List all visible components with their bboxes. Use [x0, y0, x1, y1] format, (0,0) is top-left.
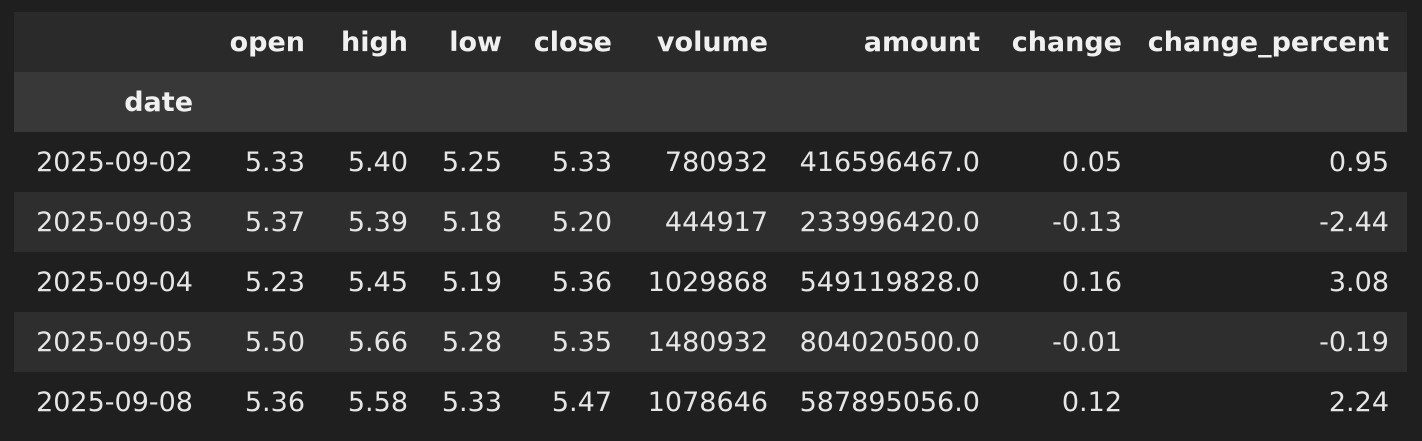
cell-amount: 587895056.0	[786, 372, 998, 432]
cell-change-percent: 0.95	[1140, 132, 1407, 192]
cell-open: 5.36	[211, 372, 323, 432]
column-header-row: open high low close volume amount change…	[14, 12, 1407, 72]
cell-close: 5.36	[520, 252, 630, 312]
cell-amount: 804020500.0	[786, 312, 998, 372]
cell-change: -0.01	[998, 312, 1140, 372]
cell-low: 5.19	[426, 252, 520, 312]
index-header-blank	[520, 72, 630, 132]
cell-volume: 780932	[630, 132, 786, 192]
index-header-blank	[630, 72, 786, 132]
cell-change-percent: 2.24	[1140, 372, 1407, 432]
table-row: 2025-09-04 5.23 5.45 5.19 5.36 1029868 5…	[14, 252, 1407, 312]
cell-change: 0.16	[998, 252, 1140, 312]
index-header-blank	[998, 72, 1140, 132]
table-row: 2025-09-02 5.33 5.40 5.25 5.33 780932 41…	[14, 132, 1407, 192]
row-index-date: 2025-09-05	[14, 312, 211, 372]
column-header-high: high	[323, 12, 426, 72]
row-index-date: 2025-09-08	[14, 372, 211, 432]
cell-open: 5.50	[211, 312, 323, 372]
cell-low: 5.28	[426, 312, 520, 372]
index-header-blank	[323, 72, 426, 132]
cell-low: 5.18	[426, 192, 520, 252]
cell-volume: 1029868	[630, 252, 786, 312]
row-index-date: 2025-09-04	[14, 252, 211, 312]
column-header-volume: volume	[630, 12, 786, 72]
cell-change: 0.12	[998, 372, 1140, 432]
cell-close: 5.20	[520, 192, 630, 252]
index-header-blank	[426, 72, 520, 132]
index-header-row: date	[14, 72, 1407, 132]
cell-low: 5.25	[426, 132, 520, 192]
cell-low: 5.33	[426, 372, 520, 432]
cell-change-percent: -0.19	[1140, 312, 1407, 372]
cell-close: 5.35	[520, 312, 630, 372]
cell-open: 5.23	[211, 252, 323, 312]
cell-volume: 444917	[630, 192, 786, 252]
column-header-low: low	[426, 12, 520, 72]
row-index-date: 2025-09-02	[14, 132, 211, 192]
column-header-change-percent: change_percent	[1140, 12, 1407, 72]
cell-close: 5.33	[520, 132, 630, 192]
row-index-date: 2025-09-03	[14, 192, 211, 252]
cell-high: 5.40	[323, 132, 426, 192]
cell-volume: 1078646	[630, 372, 786, 432]
cell-open: 5.37	[211, 192, 323, 252]
cell-amount: 233996420.0	[786, 192, 998, 252]
dataframe-table: open high low close volume amount change…	[14, 12, 1407, 432]
cell-close: 5.47	[520, 372, 630, 432]
dataframe-output: open high low close volume amount change…	[14, 12, 1407, 432]
cell-high: 5.45	[323, 252, 426, 312]
cell-volume: 1480932	[630, 312, 786, 372]
cell-high: 5.39	[323, 192, 426, 252]
cell-change: 0.05	[998, 132, 1140, 192]
corner-cell	[14, 12, 211, 72]
index-header-blank	[786, 72, 998, 132]
cell-amount: 416596467.0	[786, 132, 998, 192]
cell-open: 5.33	[211, 132, 323, 192]
index-header-blank	[211, 72, 323, 132]
cell-change: -0.13	[998, 192, 1140, 252]
cell-high: 5.58	[323, 372, 426, 432]
table-row: 2025-09-03 5.37 5.39 5.18 5.20 444917 23…	[14, 192, 1407, 252]
column-header-open: open	[211, 12, 323, 72]
cell-change-percent: 3.08	[1140, 252, 1407, 312]
table-row: 2025-09-05 5.50 5.66 5.28 5.35 1480932 8…	[14, 312, 1407, 372]
column-header-change: change	[998, 12, 1140, 72]
index-name-header: date	[14, 72, 211, 132]
column-header-close: close	[520, 12, 630, 72]
index-header-blank	[1140, 72, 1407, 132]
cell-change-percent: -2.44	[1140, 192, 1407, 252]
cell-high: 5.66	[323, 312, 426, 372]
column-header-amount: amount	[786, 12, 998, 72]
cell-amount: 549119828.0	[786, 252, 998, 312]
table-row: 2025-09-08 5.36 5.58 5.33 5.47 1078646 5…	[14, 372, 1407, 432]
